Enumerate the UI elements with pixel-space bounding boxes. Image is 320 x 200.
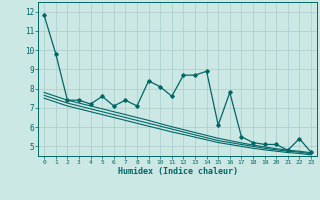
X-axis label: Humidex (Indice chaleur): Humidex (Indice chaleur) — [118, 167, 238, 176]
